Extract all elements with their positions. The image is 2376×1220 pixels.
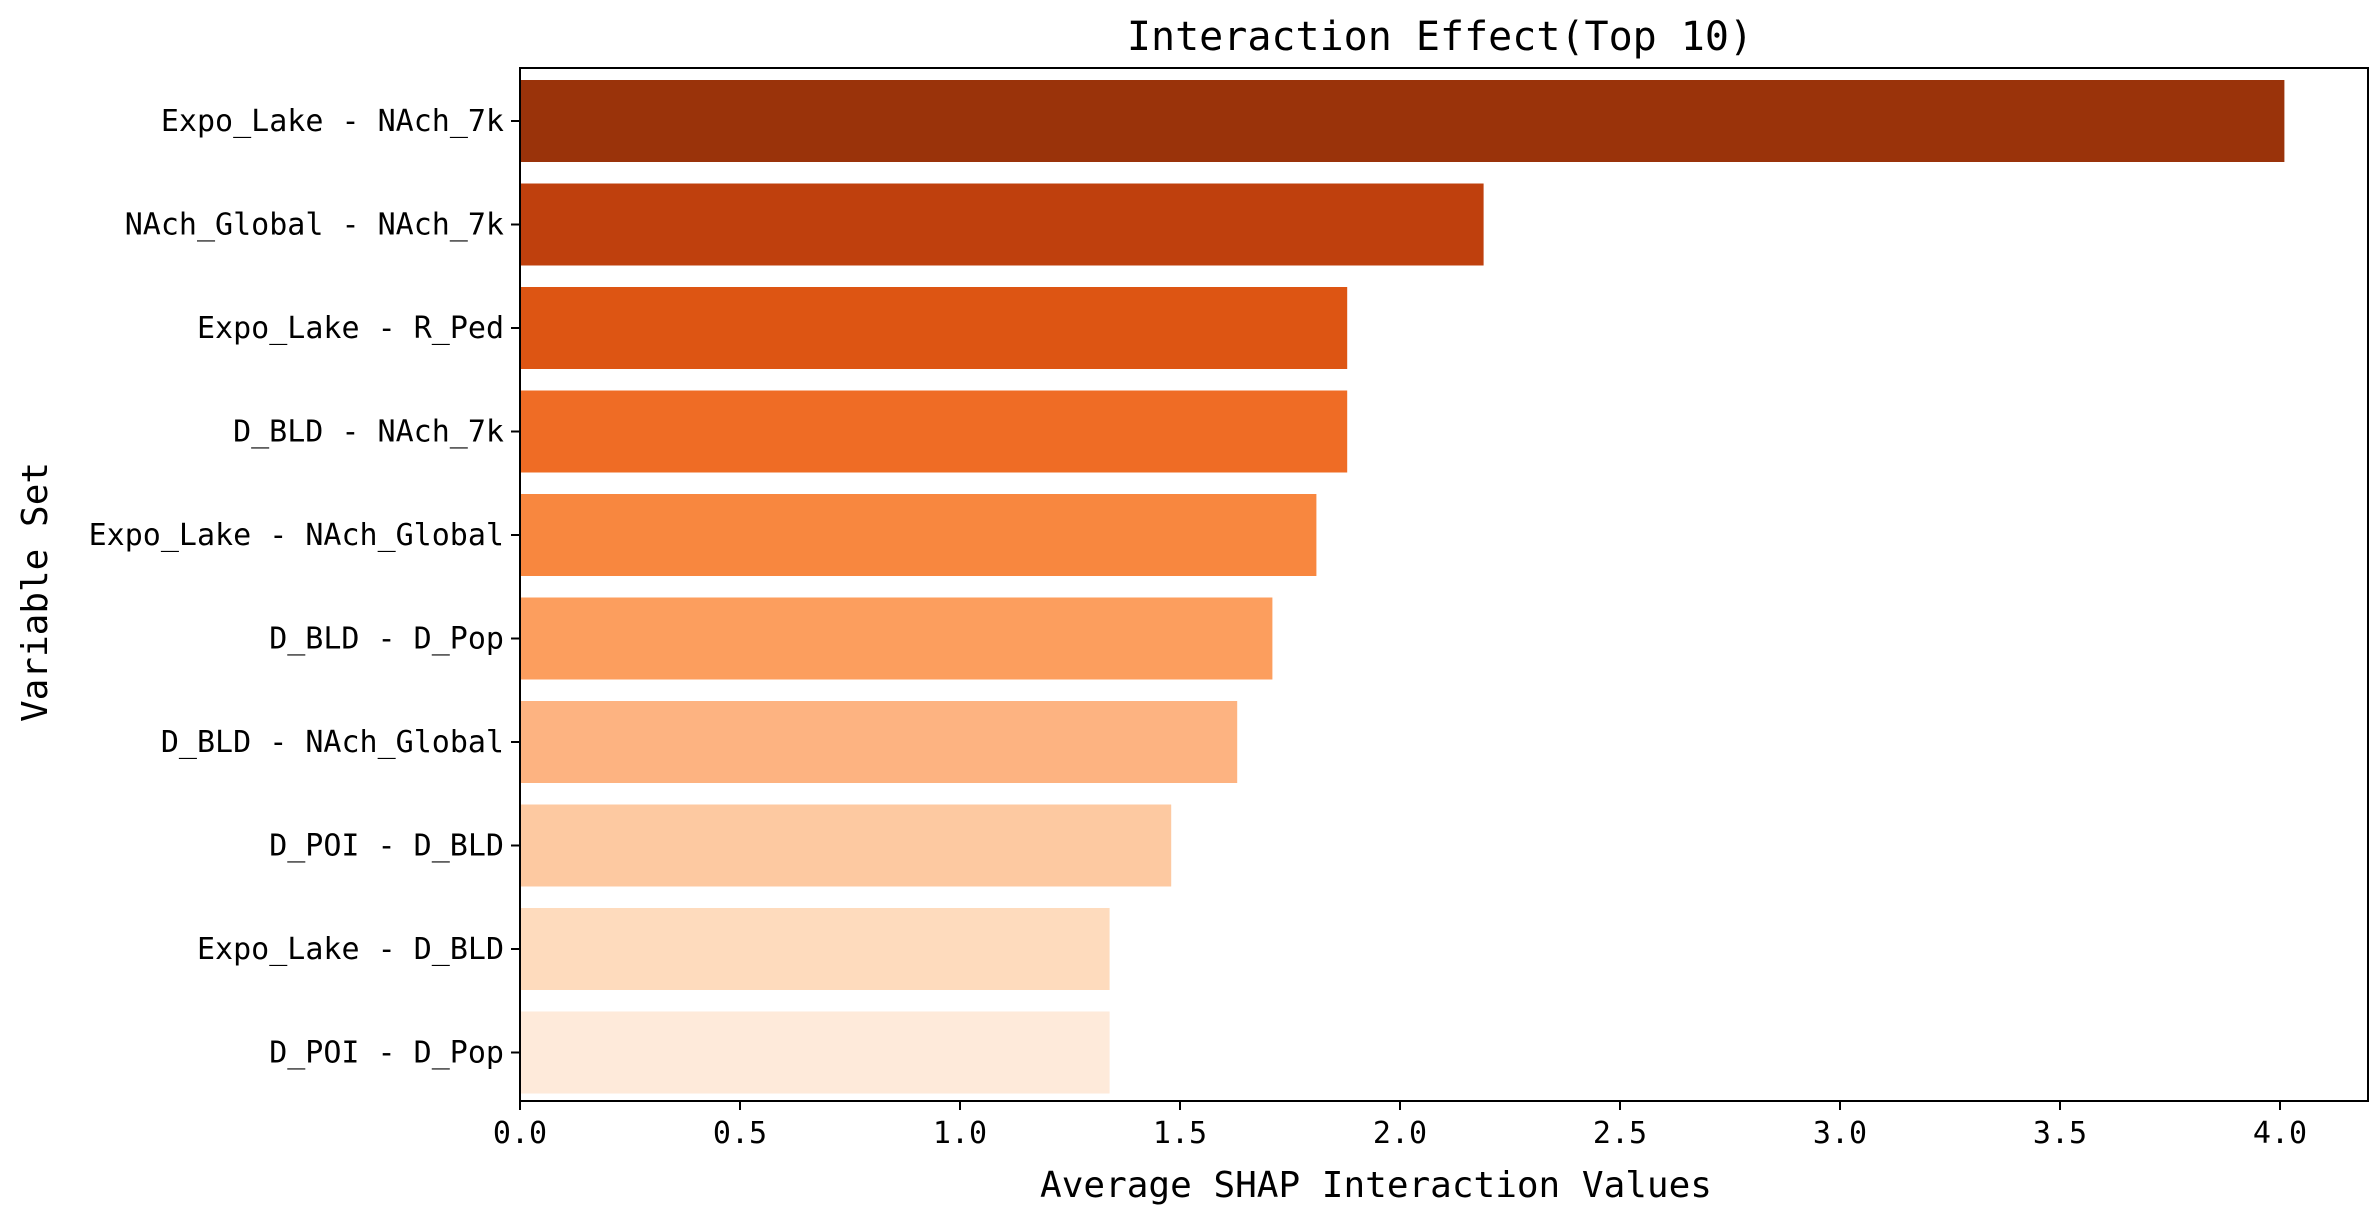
y-tick-label: D_BLD - NAch_7k: [233, 415, 504, 450]
y-tick-label: D_POI - D_Pop: [269, 1036, 504, 1071]
bar-7: [520, 701, 1238, 783]
y-axis: Expo_Lake - NAch_7k NAch_Global - NAch_7k…: [89, 104, 520, 1071]
bar-5: [520, 494, 1317, 576]
y-tick-label: Expo_Lake - R_Ped: [197, 311, 504, 346]
bars-layer: [520, 80, 2285, 1094]
x-tick-label: 3.5: [2033, 1116, 2087, 1151]
x-tick-label: 2.0: [1373, 1116, 1427, 1151]
bar-1: [520, 80, 2285, 162]
bar-6: [520, 597, 1273, 680]
bar-3: [520, 287, 1348, 369]
bar-10: [520, 1011, 1110, 1094]
x-tick-label: 2.5: [1593, 1116, 1647, 1151]
x-tick-label: 0.0: [493, 1116, 547, 1151]
x-tick-label: 1.0: [933, 1116, 987, 1151]
x-tick-label: 4.0: [2253, 1116, 2307, 1151]
x-axis: 0.0 0.5 1.0 1.5 2.0 2.5 3.0 3.5 4.0: [493, 1101, 2307, 1151]
bar-2: [520, 183, 1484, 266]
chart-title: Interaction Effect(Top 10): [1127, 14, 1753, 60]
y-tick-label: NAch_Global - NAch_7k: [125, 208, 504, 243]
plot-frame: [519, 67, 2369, 1102]
bar-4: [520, 390, 1348, 473]
x-tick-label: 1.5: [1153, 1116, 1207, 1151]
bar-9: [520, 908, 1110, 990]
x-tick-label: 0.5: [713, 1116, 767, 1151]
y-tick-label: D_BLD - D_Pop: [269, 622, 504, 657]
y-tick-label: Expo_Lake - D_BLD: [197, 932, 504, 967]
bar-8: [520, 804, 1172, 887]
y-tick-label: D_BLD - NAch_Global: [161, 725, 504, 760]
x-tick-label: 3.0: [1813, 1116, 1867, 1151]
y-axis-label: Variable Set: [15, 462, 56, 722]
x-axis-label: Average SHAP Interaction Values: [1040, 1165, 1712, 1206]
y-tick-label: Expo_Lake - NAch_7k: [161, 104, 504, 139]
y-tick-label: D_POI - D_BLD: [269, 829, 504, 864]
y-tick-label: Expo_Lake - NAch_Global: [89, 518, 504, 553]
